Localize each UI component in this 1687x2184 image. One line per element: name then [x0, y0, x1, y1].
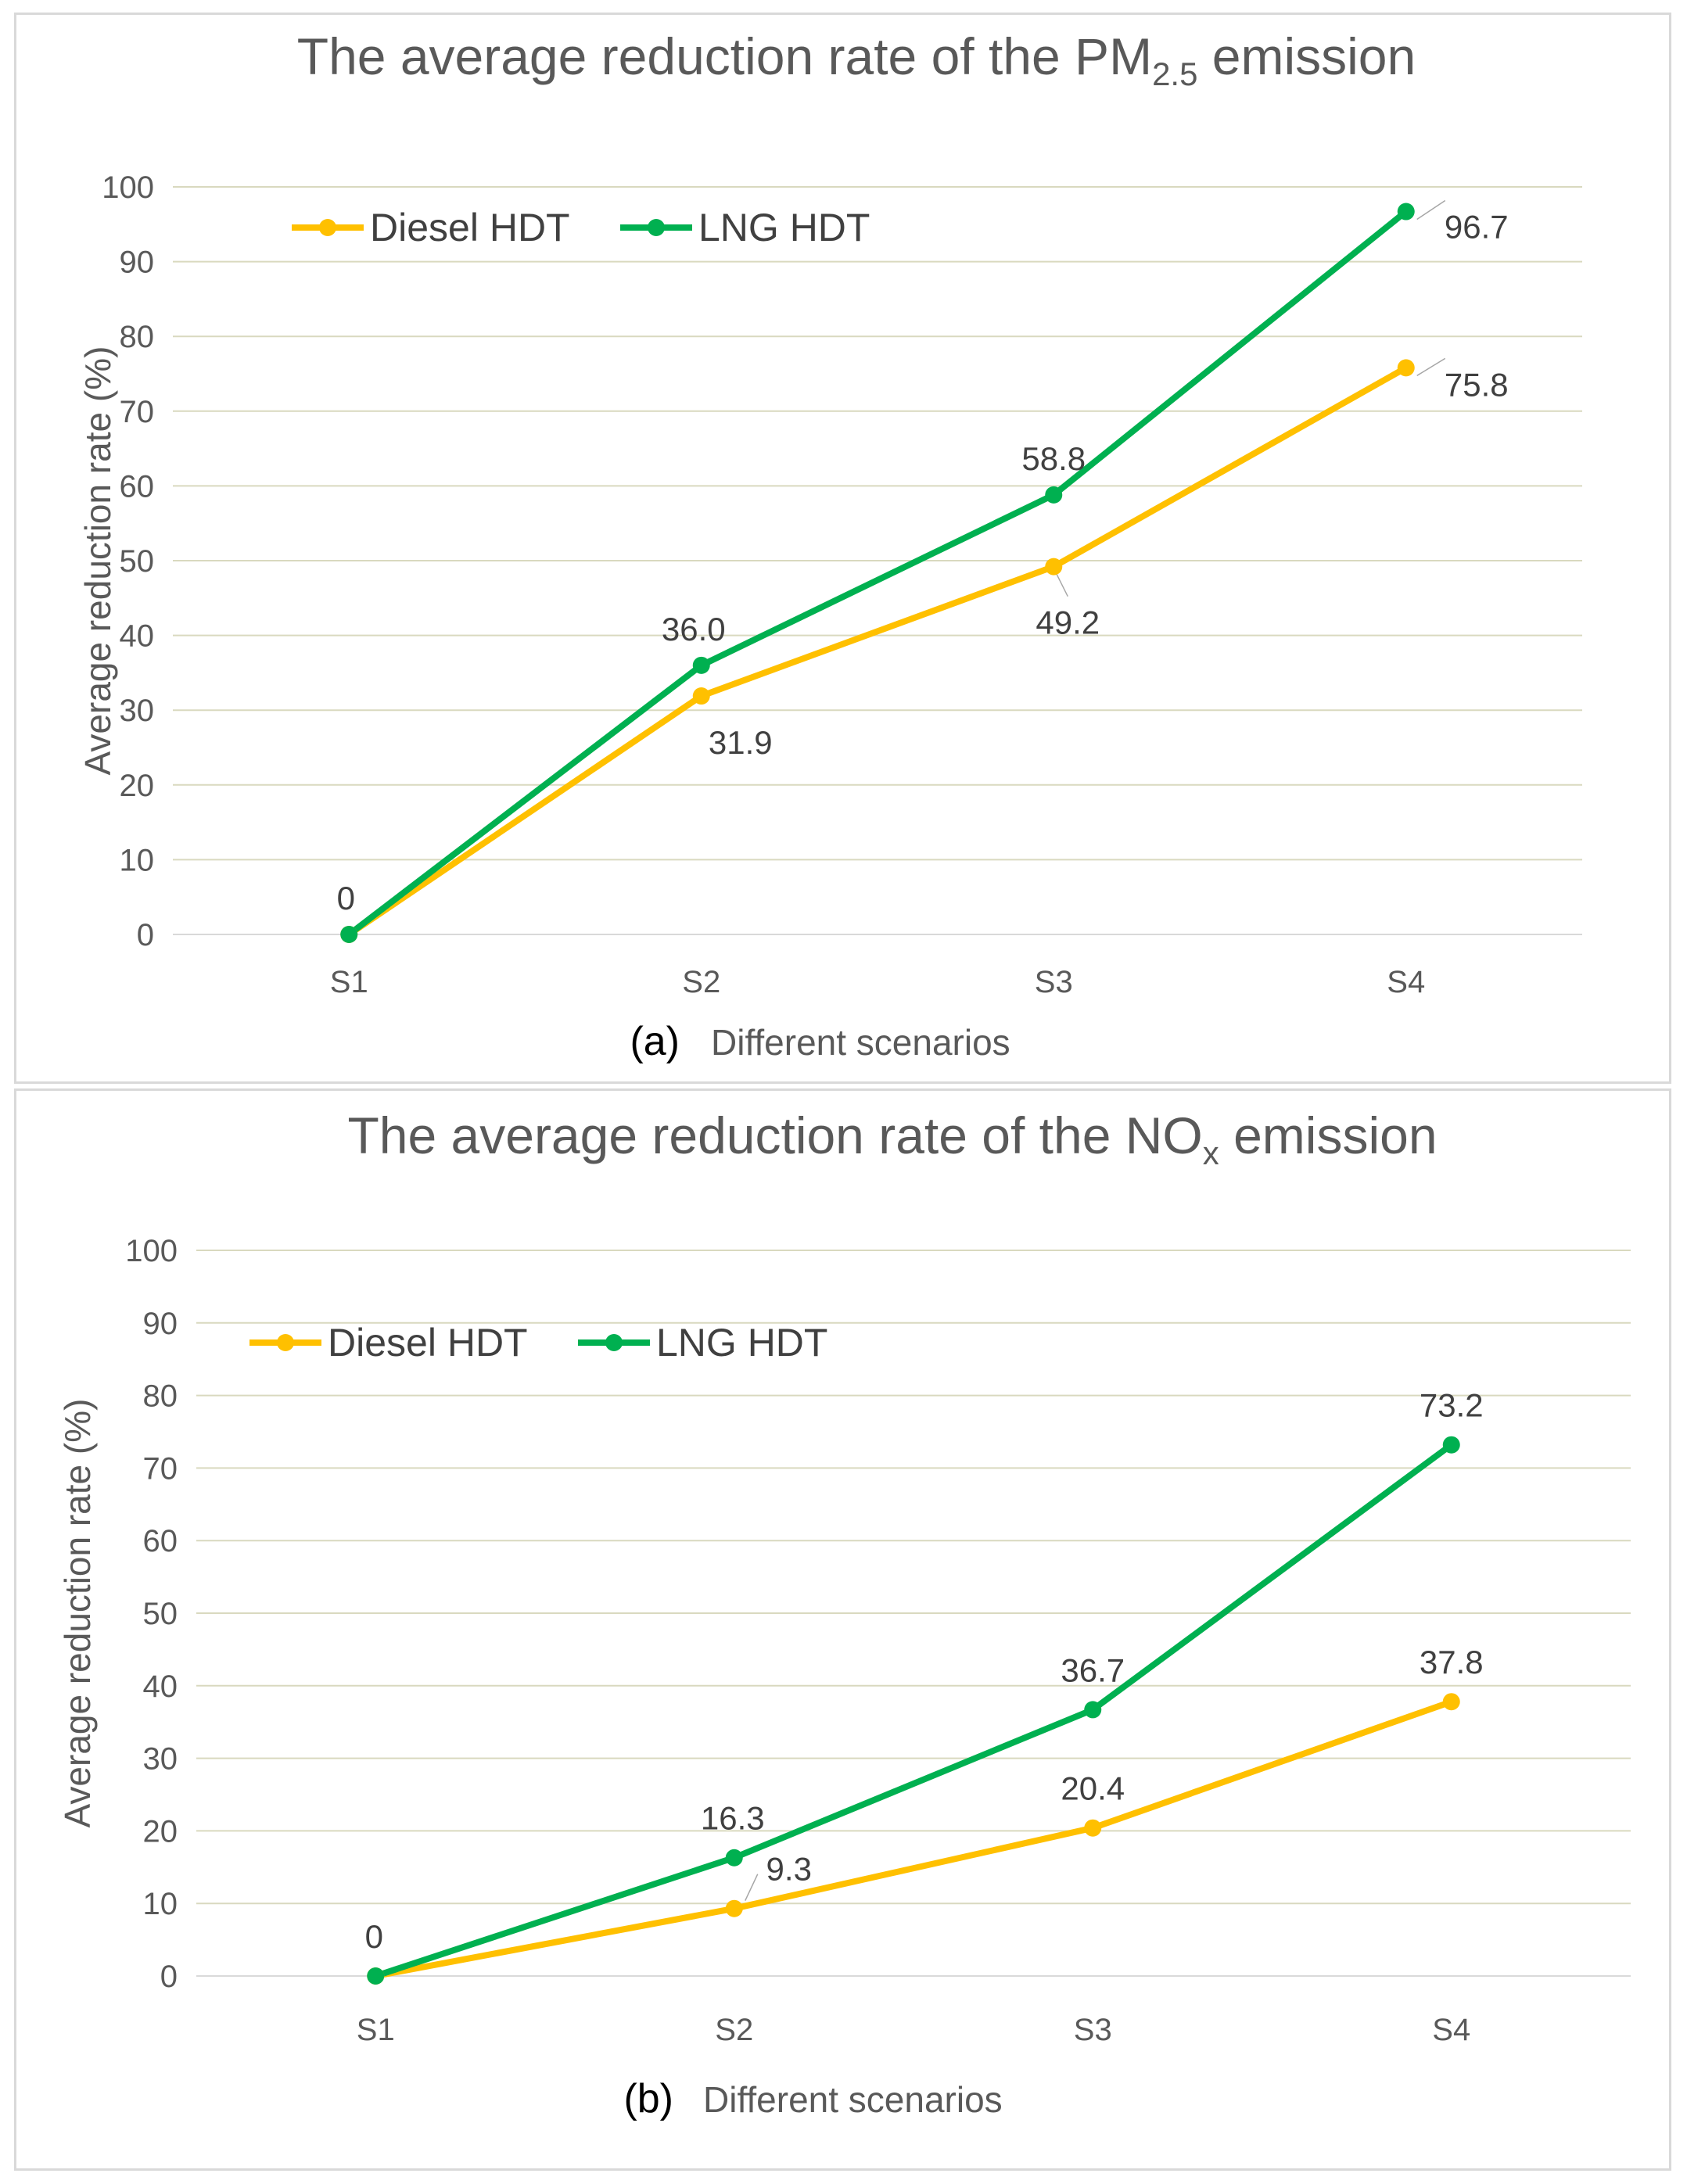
- y-tick-label: 40: [143, 1669, 178, 1704]
- series-line-lng-hdt: [346, 209, 1409, 938]
- x-tick-label: S1: [330, 965, 368, 999]
- y-tick-label: 0: [137, 918, 154, 952]
- data-point: [1084, 1701, 1102, 1719]
- data-point: [1397, 203, 1415, 221]
- data-label: 75.8: [1445, 366, 1509, 403]
- data-label: 37.8: [1420, 1644, 1484, 1680]
- x-tick-label: S3: [1074, 2013, 1112, 2047]
- y-tick-label: 40: [120, 619, 155, 654]
- legend-label: LNG HDT: [656, 1321, 827, 1365]
- x-tick-label: S1: [357, 2013, 395, 2047]
- y-tick-label: 100: [102, 170, 154, 205]
- y-tick-label: 90: [120, 246, 155, 280]
- series-line-lng-hdt: [374, 1442, 1454, 1979]
- data-label: 0: [365, 1918, 383, 1955]
- label-leader-line: [1056, 574, 1068, 597]
- y-tick-label: 80: [120, 320, 155, 354]
- data-label: 16.3: [701, 1800, 765, 1837]
- data-label: 9.3: [766, 1851, 812, 1888]
- chart-title-suffix: emission: [1219, 1106, 1438, 1164]
- y-tick-label: 20: [120, 769, 155, 803]
- data-point: [725, 1849, 743, 1867]
- y-tick-label: 70: [143, 1451, 178, 1486]
- legend-label: Diesel HDT: [370, 206, 570, 249]
- data-label: 36.0: [662, 611, 726, 647]
- chart-a-svg: The average reduction rate of the PM2.5 …: [77, 27, 1582, 1064]
- y-tick-label: 90: [143, 1307, 178, 1341]
- data-point: [1442, 1693, 1460, 1711]
- chart-title: The average reduction rate of the PM2.5 …: [297, 27, 1416, 92]
- chart-panel-a: The average reduction rate of the PM2.5 …: [14, 13, 1671, 1084]
- data-point: [725, 1899, 743, 1917]
- chart-title: The average reduction rate of the NOx em…: [347, 1106, 1437, 1171]
- y-tick-label: 60: [120, 469, 155, 504]
- y-tick-label: 10: [143, 1887, 178, 1921]
- legend-marker: [319, 219, 336, 236]
- data-point: [1045, 558, 1063, 576]
- data-point: [367, 1967, 385, 1985]
- chart-panel-b: The average reduction rate of the NOx em…: [14, 1088, 1671, 2171]
- series-line-diesel-hdt: [375, 1698, 1453, 1979]
- y-tick-label: 20: [143, 1814, 178, 1849]
- legend-marker: [277, 1334, 294, 1351]
- y-tick-label: 30: [143, 1742, 178, 1777]
- data-label: 96.7: [1445, 209, 1509, 246]
- data-label: 73.2: [1420, 1387, 1484, 1424]
- y-tick-label: 50: [143, 1597, 178, 1631]
- data-point: [1045, 486, 1063, 504]
- x-tick-label: S2: [682, 965, 720, 999]
- x-tick-label: S4: [1387, 965, 1425, 999]
- label-leader-line: [1416, 357, 1446, 376]
- chart-title-subscript: x: [1203, 1135, 1219, 1171]
- panel-letter: (a): [630, 1019, 680, 1064]
- x-tick-label: S2: [715, 2013, 753, 2047]
- y-tick-label: 70: [120, 395, 155, 429]
- x-tick-label: S4: [1432, 2013, 1470, 2047]
- y-tick-label: 0: [160, 1960, 178, 1994]
- y-tick-label: 50: [120, 544, 155, 579]
- y-axis-label: Average reduction rate (%): [57, 1399, 98, 1828]
- data-point: [340, 926, 358, 943]
- data-label: 36.7: [1061, 1651, 1125, 1688]
- y-tick-label: 10: [120, 843, 155, 877]
- label-leader-line: [745, 1874, 759, 1902]
- data-point: [692, 687, 710, 705]
- chart-title-suffix: emission: [1197, 27, 1416, 85]
- chart-title-subscript: 2.5: [1152, 56, 1197, 92]
- label-leader-line: [1416, 199, 1446, 221]
- series-line-diesel-hdt: [347, 364, 1408, 938]
- y-axis-label: Average reduction rate (%): [77, 346, 118, 776]
- y-tick-label: 100: [125, 1234, 178, 1268]
- chart-b-svg: The average reduction rate of the NOx em…: [57, 1106, 1631, 2121]
- data-label: 58.8: [1021, 440, 1086, 477]
- x-axis-label: Different scenarios: [703, 2079, 1003, 2120]
- y-tick-label: 80: [143, 1379, 178, 1414]
- x-axis-label: Different scenarios: [711, 1022, 1010, 1063]
- legend-marker: [648, 219, 665, 236]
- data-point: [692, 656, 710, 674]
- y-tick-label: 30: [120, 694, 155, 728]
- y-tick-label: 60: [143, 1524, 178, 1558]
- legend-marker: [605, 1334, 623, 1351]
- data-label: 0: [337, 880, 355, 916]
- data-point: [1084, 1819, 1102, 1837]
- chart-title-main: The average reduction rate of the PM: [297, 27, 1152, 85]
- data-label: 31.9: [709, 724, 773, 761]
- x-tick-label: S3: [1035, 965, 1073, 999]
- data-label: 20.4: [1061, 1770, 1125, 1807]
- legend-label: Diesel HDT: [328, 1321, 528, 1365]
- data-label: 49.2: [1036, 604, 1100, 641]
- legend-label: LNG HDT: [698, 206, 870, 249]
- chart-title-main: The average reduction rate of the NO: [347, 1106, 1202, 1164]
- data-point: [1442, 1436, 1460, 1454]
- data-point: [1397, 359, 1415, 377]
- panel-letter: (b): [623, 2076, 673, 2121]
